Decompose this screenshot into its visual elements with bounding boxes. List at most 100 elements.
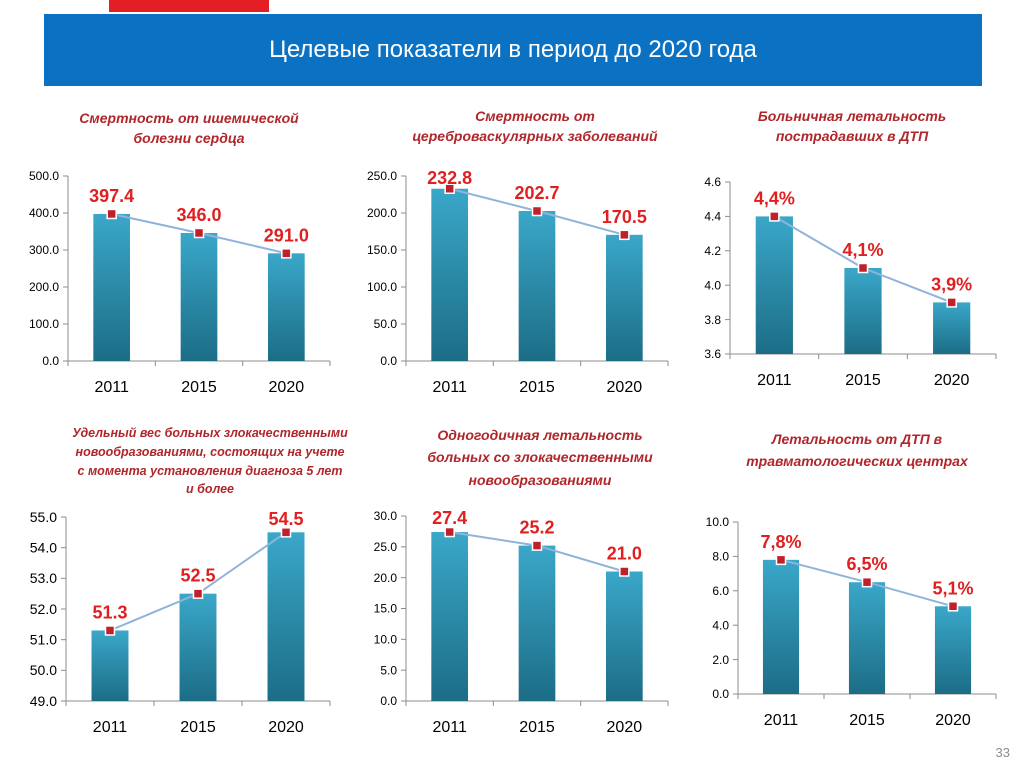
chart-title-5: Одногодичная летальность больных со злок… [385, 424, 695, 491]
trend-marker [769, 211, 780, 222]
y-tick-label: 10.0 [374, 633, 398, 647]
x-category-label: 2011 [94, 379, 129, 396]
y-tick-label: 15.0 [374, 602, 398, 616]
y-tick-label: 49.0 [30, 693, 57, 709]
chart-title-line: и более [186, 482, 234, 497]
data-value-label: 4,1% [842, 240, 883, 260]
chart-title-line: больных со злокачественными [427, 449, 653, 466]
y-tick-label: 3.8 [704, 313, 721, 327]
page-title: Целевые показатели в период до 2020 года [269, 36, 757, 63]
chart-title-line: цереброваскулярных заболеваний [412, 128, 658, 145]
data-value-label: 232.8 [427, 168, 472, 188]
red-accent-tab [109, 0, 269, 12]
x-category-label: 2020 [607, 379, 643, 396]
x-category-label: 2015 [519, 719, 555, 736]
y-tick-label: 0.0 [380, 354, 397, 368]
y-tick-label: 55.0 [30, 509, 57, 525]
x-category-label: 2011 [93, 719, 128, 736]
bar [844, 268, 882, 354]
y-tick-label: 8.0 [712, 550, 729, 564]
y-tick-label: 0.0 [42, 354, 59, 368]
y-tick-label: 5.0 [380, 663, 397, 677]
bar [180, 232, 218, 361]
y-tick-label: 3.6 [704, 347, 721, 361]
y-tick-label: 4.6 [704, 175, 721, 189]
chart-title-line: с момента установления диагноза 5 лет [77, 463, 343, 478]
trend-marker [775, 554, 787, 566]
bar [267, 532, 305, 701]
trend-marker [531, 205, 543, 217]
trend-marker [946, 297, 957, 308]
x-category-label: 2015 [519, 379, 555, 396]
x-category-label: 2011 [432, 379, 467, 396]
y-tick-label: 200.0 [29, 280, 59, 294]
chart-title-line: травматологических центрах [746, 453, 968, 470]
y-tick-label: 51.0 [30, 632, 57, 648]
trend-marker [619, 229, 630, 241]
data-value-label: 202.7 [514, 183, 559, 203]
trend-marker [104, 625, 116, 636]
chart-title-2: Смертность от цереброваскулярных заболев… [375, 106, 695, 147]
data-value-label: 21.0 [607, 544, 642, 564]
y-tick-label: 4.2 [704, 244, 721, 258]
trend-marker [857, 262, 869, 274]
trend-marker [444, 183, 455, 194]
header-banner: Целевые показатели в период до 2020 года [44, 14, 982, 86]
data-value-label: 51.3 [92, 602, 127, 622]
x-category-label: 2015 [180, 719, 216, 736]
data-value-label: 397.4 [89, 186, 134, 206]
y-tick-label: 300.0 [29, 243, 59, 257]
y-tick-label: 250.0 [367, 169, 397, 183]
trend-marker [192, 588, 204, 599]
chart-title-6: Летальность от ДТП в травматологических … [712, 428, 1002, 473]
y-tick-label: 2.0 [712, 653, 729, 667]
x-category-label: 2020 [268, 719, 304, 736]
data-value-label: 5,1% [932, 578, 973, 598]
y-tick-label: 53.0 [30, 570, 57, 586]
x-category-label: 2020 [607, 719, 643, 736]
data-value-label: 4,4% [754, 188, 795, 208]
y-tick-label: 100.0 [29, 317, 59, 331]
y-tick-label: 200.0 [367, 206, 397, 220]
trend-marker [106, 208, 117, 220]
chart-title-1: Смертность от ишемической болезни сердца [44, 108, 334, 149]
data-value-label: 52.5 [180, 566, 215, 586]
x-category-label: 2020 [935, 712, 971, 729]
trend-marker [444, 526, 455, 538]
data-value-label: 291.0 [264, 225, 309, 245]
y-tick-label: 10.0 [706, 515, 730, 529]
y-tick-label: 6.0 [712, 584, 729, 598]
y-tick-label: 0.0 [380, 694, 397, 708]
y-tick-label: 0.0 [712, 687, 729, 701]
y-tick-label: 50.0 [374, 317, 398, 331]
bar [93, 213, 131, 361]
y-tick-label: 54.0 [30, 540, 57, 556]
trend-marker [281, 248, 292, 259]
chart-title-line: новообразованиями, состоящих на учете [75, 444, 345, 459]
x-category-label: 2011 [764, 712, 799, 729]
bar [179, 593, 217, 701]
data-value-label: 346.0 [176, 205, 221, 225]
data-value-label: 7,8% [760, 532, 801, 552]
chart-title-line: Смертность от [475, 108, 595, 124]
chart-title-4: Удельный вес больных злокачественными но… [40, 424, 380, 499]
x-category-label: 2011 [432, 719, 467, 736]
y-tick-label: 30.0 [374, 509, 398, 523]
bar [431, 532, 469, 701]
page-number: 33 [995, 745, 1010, 760]
x-category-label: 2015 [849, 712, 885, 729]
chart-title-line: болезни сердца [133, 130, 245, 147]
chart-title-line: Летальность от ДТП в [771, 431, 943, 447]
bar [605, 571, 643, 701]
chart-title-line: Больничная летальность [757, 108, 947, 124]
bar [605, 234, 643, 361]
chart-title-line: новообразованиями [468, 471, 612, 488]
bar [518, 545, 556, 701]
chart-title-line: Смертность от ишемической [79, 110, 299, 126]
data-value-label: 6,5% [846, 554, 887, 574]
x-category-label: 2020 [934, 372, 970, 389]
bar [755, 216, 793, 354]
bar [933, 302, 971, 354]
y-tick-label: 4.0 [712, 618, 729, 632]
